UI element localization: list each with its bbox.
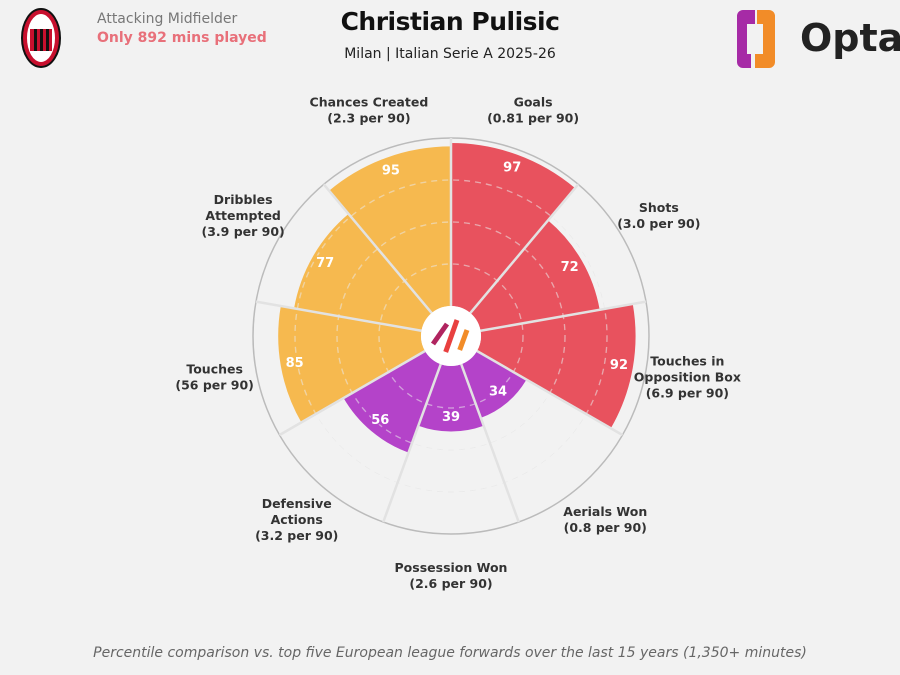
grid-ring-25 [378, 263, 524, 409]
category-label: Chances Created (2.3 per 90) [310, 94, 429, 125]
slice-1 [470, 220, 600, 331]
grid-ring-bg-75 [294, 179, 608, 493]
value-label: 97 [503, 160, 521, 175]
category-label: Aerials Won (0.8 per 90) [563, 504, 647, 535]
opta-mark-icon [457, 329, 470, 351]
category-label: Dribbles Attempted (3.9 per 90) [202, 192, 285, 239]
category-label: Goals (0.81 per 90) [487, 94, 579, 125]
slice-divider [278, 349, 426, 437]
opta-mark-icon [430, 322, 450, 346]
category-label: Touches (56 per 90) [175, 362, 254, 393]
opta-logo-icon [737, 10, 775, 68]
value-label: 77 [316, 256, 334, 271]
grid-ring-75 [294, 179, 608, 493]
club-crest-logo [21, 8, 61, 68]
brand-name: Opta [800, 16, 900, 60]
page-title: Christian Pulisic [340, 7, 560, 36]
category-label: Shots (3.0 per 90) [617, 200, 700, 231]
slice-divider [476, 349, 624, 437]
value-label: 56 [371, 413, 389, 428]
slice-divider [255, 300, 422, 333]
slice-divider [480, 300, 647, 333]
category-label: Touches in Opposition Box (6.9 per 90) [634, 354, 741, 401]
value-label: 85 [286, 356, 304, 371]
value-label: 72 [561, 260, 579, 275]
slice-2 [476, 303, 636, 429]
value-label: 39 [442, 410, 460, 425]
subtitle: Milan | Italian Serie A 2025-26 [344, 46, 556, 62]
slice-divider [322, 183, 433, 314]
value-label: 92 [610, 358, 628, 373]
grid-ring-bg-50 [336, 221, 566, 451]
category-label: Possession Won (2.6 per 90) [395, 560, 508, 591]
slice-divider [460, 363, 520, 523]
slice-0 [451, 143, 576, 314]
slice-divider [382, 363, 442, 523]
slice-3 [461, 351, 527, 418]
footnote: Percentile comparison vs. top five Europ… [93, 645, 807, 661]
value-label: 95 [382, 163, 400, 178]
minutes-note: Only 892 mins played [97, 30, 267, 46]
opta-mark-icon [443, 319, 460, 353]
grid-ring-50 [336, 221, 566, 451]
slice-divider [469, 183, 580, 314]
category-label: Defensive Actions (3.2 per 90) [255, 496, 338, 543]
slice-7 [294, 213, 432, 331]
slice-8 [329, 146, 451, 314]
slice-6 [278, 305, 426, 423]
player-role: Attacking Midfielder [97, 11, 238, 27]
grid-ring-bg-25 [378, 263, 524, 409]
slice-5 [343, 351, 441, 453]
value-label: 34 [489, 385, 507, 400]
